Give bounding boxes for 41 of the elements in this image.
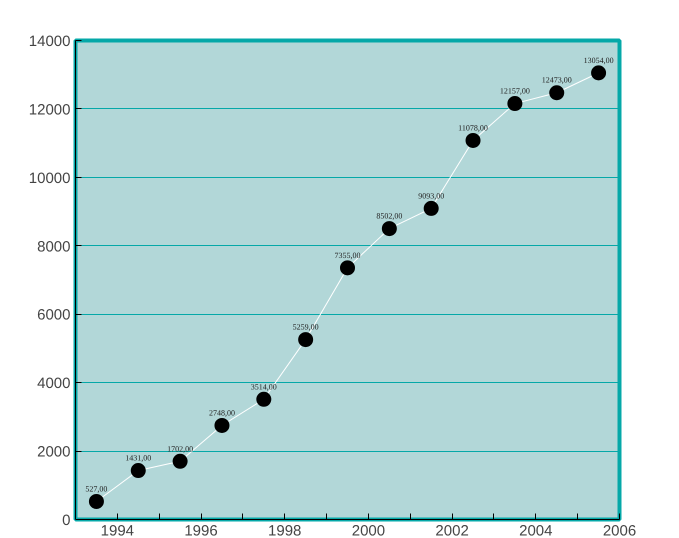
x-tick-label: 2002 <box>435 522 469 538</box>
point <box>466 132 481 148</box>
point <box>256 392 272 407</box>
data-label: 2748,00 <box>208 408 235 418</box>
data-label: 12157,00 <box>500 86 530 96</box>
x-tick-label: 2004 <box>519 522 552 538</box>
data-label: 8502,00 <box>376 212 402 221</box>
data-label: 1702,00 <box>167 444 194 454</box>
data-label: 7355,00 <box>334 250 360 260</box>
data-label: 527,00 <box>85 484 108 494</box>
data-label: 1431,00 <box>125 454 152 463</box>
y-tick-label: 4000 <box>37 375 71 392</box>
point <box>549 85 564 100</box>
y-tick-label: 12000 <box>28 101 71 118</box>
point <box>130 463 146 478</box>
x-tick-label: 1998 <box>268 522 302 538</box>
y-tick-label: 10000 <box>28 170 71 187</box>
y-tick-label: 14000 <box>28 33 71 50</box>
x-tick-label: 2000 <box>352 522 386 538</box>
point <box>382 221 397 236</box>
data-label: 5259,00 <box>292 322 319 332</box>
point <box>507 96 522 112</box>
point <box>172 454 188 469</box>
point <box>298 332 314 348</box>
data-label: 13054,00 <box>584 56 614 65</box>
x-tick-label: 2006 <box>602 522 636 538</box>
y-tick-label: 8000 <box>37 238 71 256</box>
x-tick-label: 1996 <box>184 522 218 538</box>
data-label: 3514,00 <box>250 382 277 392</box>
point <box>214 418 230 433</box>
point <box>591 65 606 80</box>
point <box>88 494 104 509</box>
y-tick-label: 0 <box>62 512 70 529</box>
point <box>340 260 355 276</box>
y-tick-label: 2000 <box>37 444 71 461</box>
data-label: 12473,00 <box>542 76 572 85</box>
point <box>424 200 439 216</box>
data-label: 11078,00 <box>458 123 488 132</box>
x-tick-label: 1994 <box>100 522 134 538</box>
y-tick-label: 6000 <box>37 306 71 324</box>
data-label: 9093,00 <box>418 191 444 200</box>
